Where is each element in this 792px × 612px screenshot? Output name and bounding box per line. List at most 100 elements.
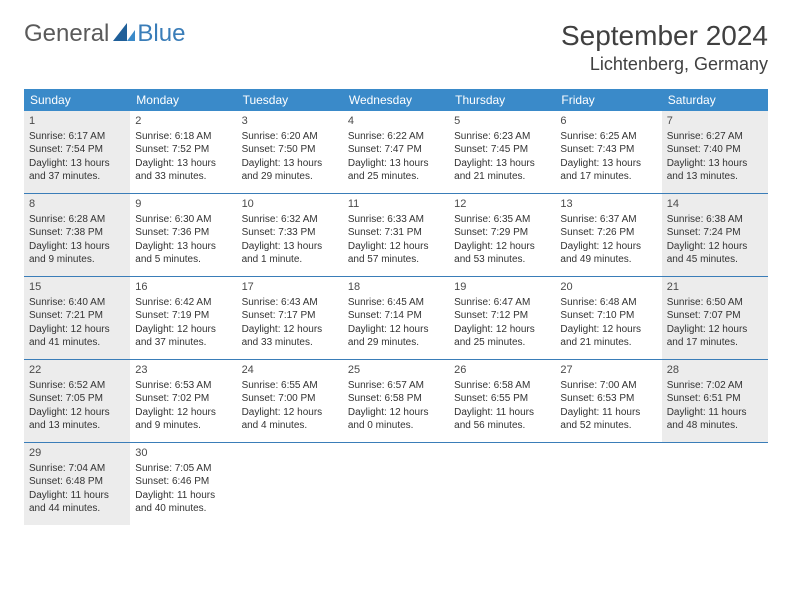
day-day2: and 9 minutes. <box>135 419 231 433</box>
day-day2: and 57 minutes. <box>348 253 444 267</box>
day-sunset: Sunset: 7:12 PM <box>454 309 550 323</box>
day-day1: Daylight: 13 hours <box>29 240 125 254</box>
day-day1: Daylight: 12 hours <box>348 323 444 337</box>
day-day1: Daylight: 12 hours <box>348 406 444 420</box>
day-day2: and 17 minutes. <box>560 170 656 184</box>
day-sunset: Sunset: 7:33 PM <box>242 226 338 240</box>
header: General Blue September 2024 Lichtenberg,… <box>24 20 768 75</box>
day-sunrise: Sunrise: 6:55 AM <box>242 379 338 393</box>
day-day2: and 48 minutes. <box>667 419 763 433</box>
day-day1: Daylight: 13 hours <box>454 157 550 171</box>
day-day1: Daylight: 12 hours <box>242 406 338 420</box>
day-day1: Daylight: 12 hours <box>454 240 550 254</box>
day-sunset: Sunset: 7:36 PM <box>135 226 231 240</box>
day-sunset: Sunset: 6:58 PM <box>348 392 444 406</box>
week-row: 22Sunrise: 6:52 AMSunset: 7:05 PMDayligh… <box>24 360 768 443</box>
day-cell: 24Sunrise: 6:55 AMSunset: 7:00 PMDayligh… <box>237 360 343 442</box>
day-day1: Daylight: 13 hours <box>242 240 338 254</box>
day-cell: 16Sunrise: 6:42 AMSunset: 7:19 PMDayligh… <box>130 277 236 359</box>
day-sunrise: Sunrise: 6:40 AM <box>29 296 125 310</box>
day-sunset: Sunset: 7:21 PM <box>29 309 125 323</box>
day-cell <box>662 443 768 525</box>
day-sunset: Sunset: 7:54 PM <box>29 143 125 157</box>
day-day1: Daylight: 11 hours <box>454 406 550 420</box>
day-number: 29 <box>29 446 125 461</box>
day-number: 11 <box>348 197 444 212</box>
day-day2: and 53 minutes. <box>454 253 550 267</box>
dow-wednesday: Wednesday <box>343 89 449 111</box>
month-title: September 2024 <box>561 20 768 52</box>
day-sunset: Sunset: 6:53 PM <box>560 392 656 406</box>
dow-monday: Monday <box>130 89 236 111</box>
day-number: 5 <box>454 114 550 129</box>
day-day2: and 33 minutes. <box>242 336 338 350</box>
day-sunset: Sunset: 7:50 PM <box>242 143 338 157</box>
day-day2: and 0 minutes. <box>348 419 444 433</box>
day-day2: and 4 minutes. <box>242 419 338 433</box>
day-sunrise: Sunrise: 6:47 AM <box>454 296 550 310</box>
day-number: 3 <box>242 114 338 129</box>
day-day2: and 17 minutes. <box>667 336 763 350</box>
day-day1: Daylight: 13 hours <box>560 157 656 171</box>
day-sunrise: Sunrise: 6:43 AM <box>242 296 338 310</box>
day-sunrise: Sunrise: 6:30 AM <box>135 213 231 227</box>
day-cell <box>555 443 661 525</box>
day-cell: 20Sunrise: 6:48 AMSunset: 7:10 PMDayligh… <box>555 277 661 359</box>
dow-saturday: Saturday <box>662 89 768 111</box>
day-sunrise: Sunrise: 6:37 AM <box>560 213 656 227</box>
dow-tuesday: Tuesday <box>237 89 343 111</box>
day-cell: 21Sunrise: 6:50 AMSunset: 7:07 PMDayligh… <box>662 277 768 359</box>
day-sunrise: Sunrise: 6:22 AM <box>348 130 444 144</box>
day-sunrise: Sunrise: 6:50 AM <box>667 296 763 310</box>
day-sunset: Sunset: 7:29 PM <box>454 226 550 240</box>
day-sunrise: Sunrise: 6:18 AM <box>135 130 231 144</box>
day-day1: Daylight: 12 hours <box>242 323 338 337</box>
day-day1: Daylight: 12 hours <box>348 240 444 254</box>
week-row: 29Sunrise: 7:04 AMSunset: 6:48 PMDayligh… <box>24 443 768 525</box>
day-cell: 12Sunrise: 6:35 AMSunset: 7:29 PMDayligh… <box>449 194 555 276</box>
day-day2: and 33 minutes. <box>135 170 231 184</box>
day-cell: 19Sunrise: 6:47 AMSunset: 7:12 PMDayligh… <box>449 277 555 359</box>
day-number: 12 <box>454 197 550 212</box>
day-sunrise: Sunrise: 6:33 AM <box>348 213 444 227</box>
day-sunset: Sunset: 7:10 PM <box>560 309 656 323</box>
day-sunrise: Sunrise: 6:57 AM <box>348 379 444 393</box>
day-sunrise: Sunrise: 6:42 AM <box>135 296 231 310</box>
day-cell: 18Sunrise: 6:45 AMSunset: 7:14 PMDayligh… <box>343 277 449 359</box>
day-sunrise: Sunrise: 6:17 AM <box>29 130 125 144</box>
day-number: 21 <box>667 280 763 295</box>
day-day2: and 52 minutes. <box>560 419 656 433</box>
day-sunrise: Sunrise: 7:05 AM <box>135 462 231 476</box>
day-number: 13 <box>560 197 656 212</box>
day-day2: and 13 minutes. <box>667 170 763 184</box>
day-day2: and 1 minute. <box>242 253 338 267</box>
day-day2: and 40 minutes. <box>135 502 231 516</box>
day-sunset: Sunset: 7:52 PM <box>135 143 231 157</box>
day-day1: Daylight: 12 hours <box>454 323 550 337</box>
day-number: 10 <box>242 197 338 212</box>
day-cell <box>237 443 343 525</box>
day-number: 24 <box>242 363 338 378</box>
day-number: 7 <box>667 114 763 129</box>
dow-friday: Friday <box>555 89 661 111</box>
day-number: 27 <box>560 363 656 378</box>
day-cell: 14Sunrise: 6:38 AMSunset: 7:24 PMDayligh… <box>662 194 768 276</box>
day-number: 30 <box>135 446 231 461</box>
logo: General Blue <box>24 20 185 48</box>
day-sunrise: Sunrise: 6:20 AM <box>242 130 338 144</box>
title-block: September 2024 Lichtenberg, Germany <box>561 20 768 75</box>
day-day2: and 21 minutes. <box>560 336 656 350</box>
location: Lichtenberg, Germany <box>561 54 768 75</box>
week-row: 15Sunrise: 6:40 AMSunset: 7:21 PMDayligh… <box>24 277 768 360</box>
day-cell: 30Sunrise: 7:05 AMSunset: 6:46 PMDayligh… <box>130 443 236 525</box>
day-sunrise: Sunrise: 6:23 AM <box>454 130 550 144</box>
day-number: 2 <box>135 114 231 129</box>
day-sunset: Sunset: 6:55 PM <box>454 392 550 406</box>
day-day1: Daylight: 12 hours <box>667 323 763 337</box>
day-sunrise: Sunrise: 6:53 AM <box>135 379 231 393</box>
day-day1: Daylight: 12 hours <box>29 406 125 420</box>
day-day2: and 49 minutes. <box>560 253 656 267</box>
day-cell: 3Sunrise: 6:20 AMSunset: 7:50 PMDaylight… <box>237 111 343 193</box>
day-cell: 11Sunrise: 6:33 AMSunset: 7:31 PMDayligh… <box>343 194 449 276</box>
day-day2: and 41 minutes. <box>29 336 125 350</box>
